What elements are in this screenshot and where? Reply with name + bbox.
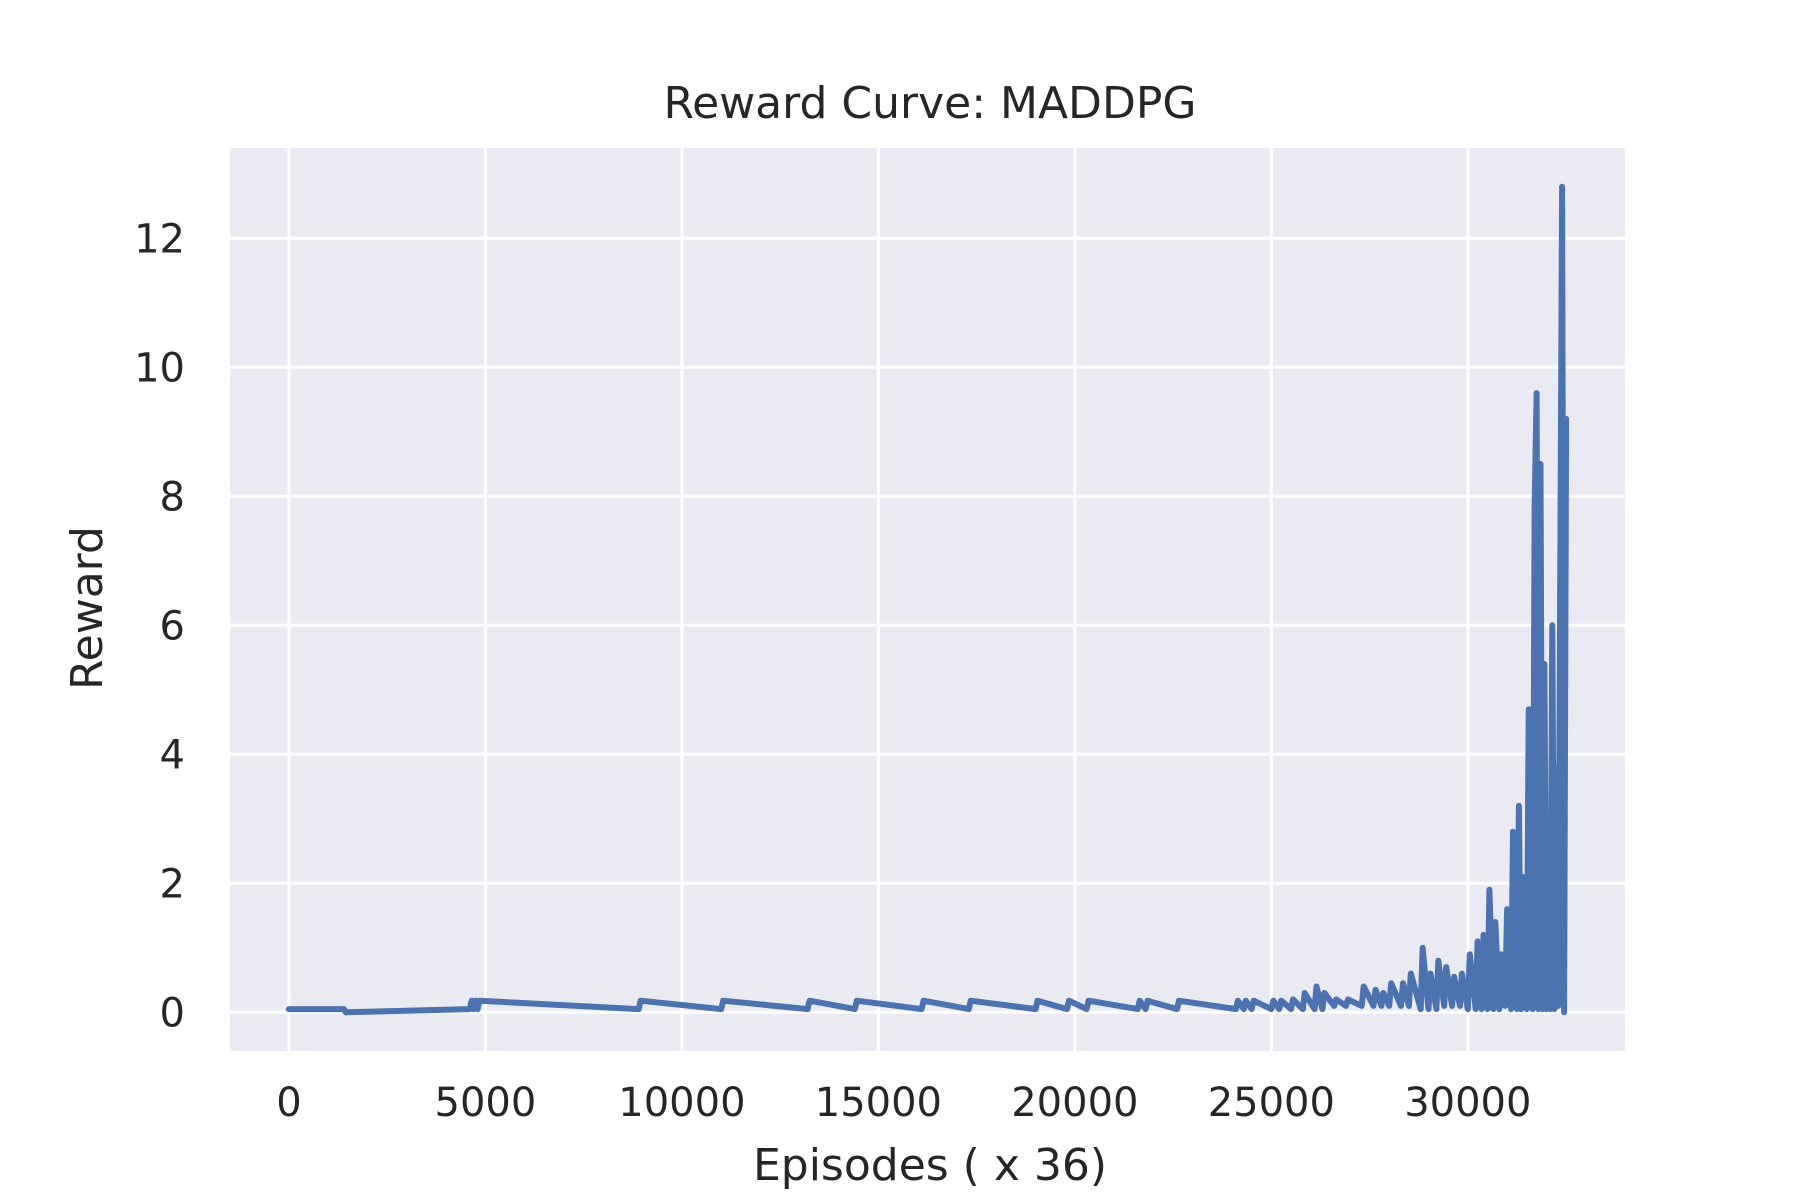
x-tick-label: 10000 xyxy=(618,1080,745,1126)
y-tick-label: 6 xyxy=(160,603,185,649)
y-tick-label: 12 xyxy=(134,216,185,262)
x-axis-title: Episodes ( x 36) xyxy=(753,1140,1107,1191)
x-tick-label: 15000 xyxy=(815,1080,942,1126)
x-tick-label: 25000 xyxy=(1208,1080,1335,1126)
x-tick-label: 5000 xyxy=(435,1080,537,1126)
chart-title: Reward Curve: MADDPG xyxy=(664,78,1197,129)
y-tick-label: 2 xyxy=(160,861,185,907)
y-tick-label: 8 xyxy=(160,474,185,520)
y-tick-label: 10 xyxy=(134,345,185,391)
y-tick-label: 4 xyxy=(160,732,185,778)
plot-area xyxy=(230,148,1625,1051)
x-tick-label: 0 xyxy=(276,1080,301,1126)
reward-series-line xyxy=(285,183,1570,1016)
y-tick-label: 0 xyxy=(160,990,185,1036)
x-tick-label: 20000 xyxy=(1011,1080,1138,1126)
x-tick-label: 30000 xyxy=(1404,1080,1531,1126)
y-axis-title: Reward xyxy=(62,526,113,690)
